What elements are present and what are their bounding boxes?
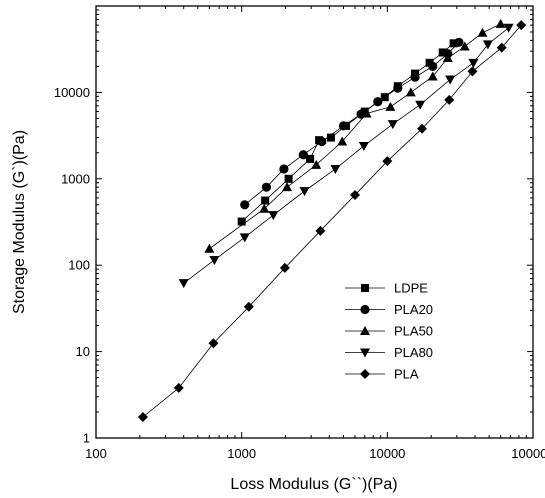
series-pla80 (178, 23, 514, 289)
circle-marker (261, 182, 272, 192)
series-pla (137, 20, 527, 423)
diamond-marker (417, 123, 428, 134)
series-pla20 (240, 37, 464, 210)
legend: LDPE PLA20 PLA50 PLA80 PLA (345, 281, 433, 382)
circle-marker (338, 121, 349, 131)
legend-label-pla50: PLA50 (394, 324, 433, 339)
legend-item-pla80: PLA80 (345, 345, 433, 360)
series-pla50 (204, 18, 506, 253)
triangle-down-marker (358, 141, 369, 151)
square-marker (237, 217, 246, 226)
x-tick-label: 10000 (369, 446, 405, 461)
square-marker (438, 48, 447, 57)
y-tick-label: 1 (83, 431, 90, 446)
legend-item-pla20: PLA20 (345, 302, 433, 317)
square-marker (425, 58, 434, 67)
x-tick-label: 100000 (511, 446, 545, 461)
triangle-down-marker (178, 279, 189, 289)
legend-item-pla: PLA (345, 367, 419, 382)
y-tick-label: 100 (68, 258, 90, 273)
diamond-marker (137, 412, 148, 423)
triangle-up-marker (204, 243, 215, 253)
series-line-pla80 (183, 27, 509, 284)
axis-ticks (95, 5, 534, 439)
circle-marker (360, 304, 370, 315)
circle-marker (410, 72, 420, 82)
y-tick-label: 10 (76, 344, 90, 359)
diamond-marker (350, 189, 361, 200)
circle-marker (428, 61, 438, 71)
circle-marker (279, 164, 289, 174)
triangle-up-marker (385, 101, 396, 111)
x-axis-title: Loss Modulus (G``)(Pa) (230, 476, 397, 493)
diamond-marker (382, 156, 393, 167)
triangle-up-marker (259, 203, 270, 213)
series-line-pla (142, 24, 522, 418)
square-marker (284, 174, 293, 183)
x-tick-label: 1000 (227, 446, 256, 461)
triangle-down-marker (239, 233, 250, 243)
diamond-marker (243, 301, 254, 312)
legend-item-pla50: PLA50 (345, 324, 433, 339)
triangle-up-marker (282, 182, 293, 192)
diamond-marker (360, 369, 370, 379)
diamond-marker (208, 338, 219, 349)
x-tick-label: 100 (85, 446, 107, 461)
diamond-marker (315, 225, 326, 236)
triangle-up-marker (361, 108, 372, 118)
triangle-down-marker (209, 255, 220, 265)
legend-label-pla80: PLA80 (394, 345, 433, 360)
legend-label-ldpe: LDPE (394, 281, 428, 296)
y-axis-title: Storage Modulus (G`)(Pa) (11, 130, 28, 314)
square-marker (326, 133, 335, 142)
circle-marker (240, 200, 250, 210)
triangle-up-marker (337, 136, 348, 146)
diamond-marker (467, 66, 478, 77)
triangle-down-marker (360, 348, 370, 358)
series-ldpe (237, 39, 458, 226)
triangle-down-marker (299, 187, 310, 197)
triangle-up-marker (459, 41, 470, 51)
triangle-down-marker (387, 120, 398, 130)
circle-marker (298, 150, 308, 160)
legend-label-pla20: PLA20 (394, 302, 433, 317)
legend-item-ldpe: LDPE (345, 281, 428, 296)
axis-tick-labels: 100 1000 10000 100000 1 10 100 1000 10000 (54, 85, 545, 461)
square-marker (449, 39, 458, 48)
diamond-marker (444, 94, 455, 105)
triangle-down-marker (503, 23, 514, 33)
square-marker (306, 154, 315, 163)
square-marker (261, 196, 270, 205)
triangle-down-marker (482, 40, 493, 50)
circle-marker (317, 136, 327, 147)
triangle-up-marker (360, 326, 370, 335)
diamond-marker (496, 42, 507, 53)
y-tick-label: 10000 (54, 85, 90, 100)
y-tick-label: 1000 (61, 171, 90, 186)
triangle-down-marker (330, 164, 341, 174)
legend-label-pla: PLA (394, 367, 419, 382)
diamond-marker (279, 262, 290, 273)
square-marker (361, 284, 369, 292)
triangle-up-marker (495, 18, 506, 28)
plot-frame (95, 5, 534, 439)
series-line-pla50 (209, 23, 501, 250)
circle-marker (454, 37, 464, 47)
circle-marker (393, 83, 403, 93)
triangle-down-marker (445, 75, 456, 85)
triangle-up-marker (442, 53, 453, 63)
triangle-up-marker (311, 159, 322, 169)
triangle-down-marker (268, 211, 279, 221)
triangle-down-marker (415, 100, 426, 110)
triangle-down-marker (468, 58, 479, 68)
diamond-marker (173, 382, 184, 393)
data-series (137, 18, 527, 423)
triangle-up-marker (427, 71, 438, 81)
diamond-marker (516, 20, 527, 31)
triangle-up-marker (477, 27, 488, 37)
circle-marker (373, 97, 383, 107)
triangle-up-marker (405, 87, 416, 97)
